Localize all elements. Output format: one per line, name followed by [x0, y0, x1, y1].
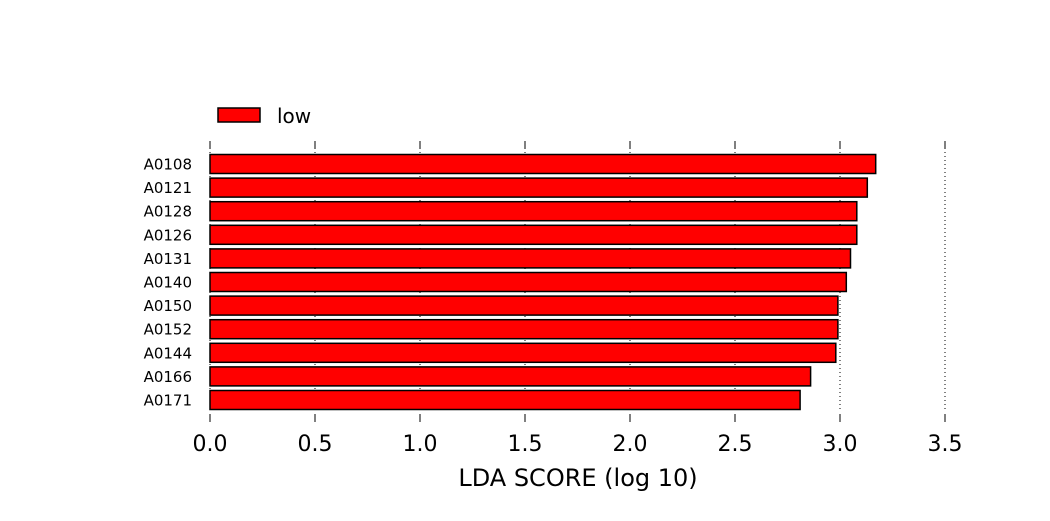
bar-A0121 — [209, 177, 869, 198]
x-tick-label: 0.5 — [298, 432, 333, 457]
bar-A0140 — [209, 271, 848, 293]
x-tick-label: 1.0 — [403, 432, 438, 457]
bar-A0131 — [209, 248, 852, 269]
x-tick-label: 1.5 — [508, 432, 543, 457]
bars — [209, 153, 877, 411]
legend-label-low: low — [277, 104, 311, 128]
bar-A0128 — [209, 200, 858, 222]
y-tick-label: A0166 — [144, 368, 192, 386]
x-axis-ticks — [209, 141, 946, 422]
x-tick-label: 3.0 — [823, 432, 858, 457]
y-tick-label: A0131 — [144, 250, 192, 268]
x-axis-labels: 0.0 0.5 1.0 1.5 2.0 2.5 3.0 3.5 — [193, 432, 963, 457]
x-tick-label: 2.5 — [718, 432, 753, 457]
bar-A0152 — [209, 318, 839, 340]
y-tick-label: A0171 — [144, 392, 192, 410]
y-tick-label: A0152 — [144, 321, 192, 339]
bar-A0166 — [209, 366, 812, 387]
bar-A0150 — [209, 295, 839, 316]
y-tick-label: A0150 — [144, 297, 192, 315]
legend-swatch-low — [217, 107, 261, 123]
y-tick-label: A0144 — [144, 344, 192, 362]
y-tick-label: A0121 — [144, 179, 192, 197]
x-tick-label: 2.0 — [613, 432, 648, 457]
y-tick-label: A0108 — [144, 156, 192, 174]
y-tick-label: A0128 — [144, 203, 192, 221]
y-tick-label: A0126 — [144, 226, 192, 244]
y-tick-label: A0140 — [144, 274, 192, 292]
y-axis-labels: A0108 A0121 A0128 A0126 A0131 A0140 A0150 A0152… — [144, 156, 192, 410]
bar-A0144 — [209, 342, 837, 364]
bar-A0126 — [209, 224, 858, 246]
legend: low — [217, 104, 311, 128]
bar-A0108 — [209, 153, 877, 175]
x-axis-title: LDA SCORE (log 10) — [458, 464, 697, 492]
bar-A0171 — [209, 389, 801, 411]
x-tick-label: 3.5 — [928, 432, 963, 457]
x-tick-label: 0.0 — [193, 432, 228, 457]
